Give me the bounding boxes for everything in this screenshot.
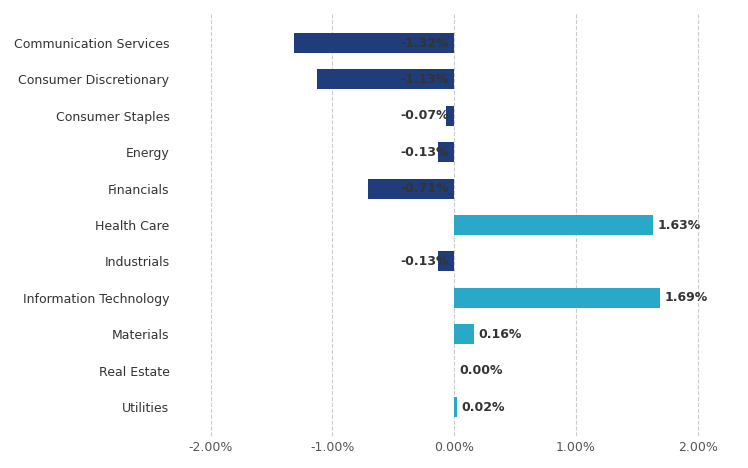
Text: -0.07%: -0.07% <box>401 110 450 123</box>
Bar <box>438 142 454 162</box>
Text: 1.69%: 1.69% <box>665 292 708 304</box>
Bar <box>454 215 652 235</box>
Text: 1.63%: 1.63% <box>657 219 701 232</box>
Bar <box>454 397 456 417</box>
Text: -1.13%: -1.13% <box>401 73 450 86</box>
Text: -0.13%: -0.13% <box>401 146 450 159</box>
Text: 0.02%: 0.02% <box>462 401 505 414</box>
Text: 0.16%: 0.16% <box>479 328 522 341</box>
Bar <box>438 251 454 271</box>
Bar <box>316 69 454 89</box>
Text: -0.13%: -0.13% <box>401 255 450 268</box>
Bar <box>293 33 454 53</box>
Text: -0.71%: -0.71% <box>401 182 450 195</box>
Bar <box>368 179 454 199</box>
Bar <box>454 288 660 308</box>
Text: -1.32%: -1.32% <box>401 37 450 50</box>
Bar <box>454 324 473 344</box>
Text: 0.00%: 0.00% <box>459 364 503 377</box>
Bar <box>446 106 454 126</box>
